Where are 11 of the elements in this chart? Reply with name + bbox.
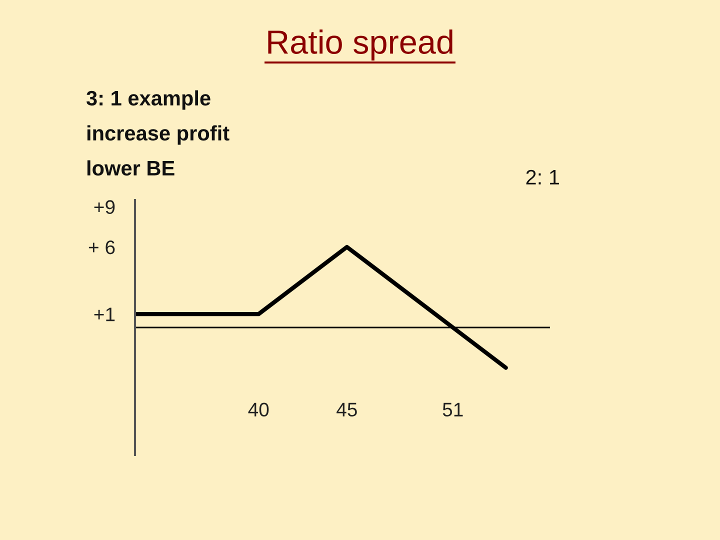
x-tick-label: 45 <box>336 402 357 417</box>
x-tick-label: 51 <box>442 402 463 417</box>
text: increase profit <box>87 125 230 145</box>
y-tick-label: +9 <box>94 200 115 214</box>
text: lower BE <box>87 160 174 176</box>
chart-title: Ratio spread <box>268 29 452 61</box>
text: 2: 1 <box>526 170 559 184</box>
y-tick-label: + 6 <box>88 240 115 254</box>
y-tick-label: +1 <box>94 308 115 322</box>
x-tick-label: 40 <box>248 402 269 417</box>
text: 3: 1 example <box>86 90 210 110</box>
